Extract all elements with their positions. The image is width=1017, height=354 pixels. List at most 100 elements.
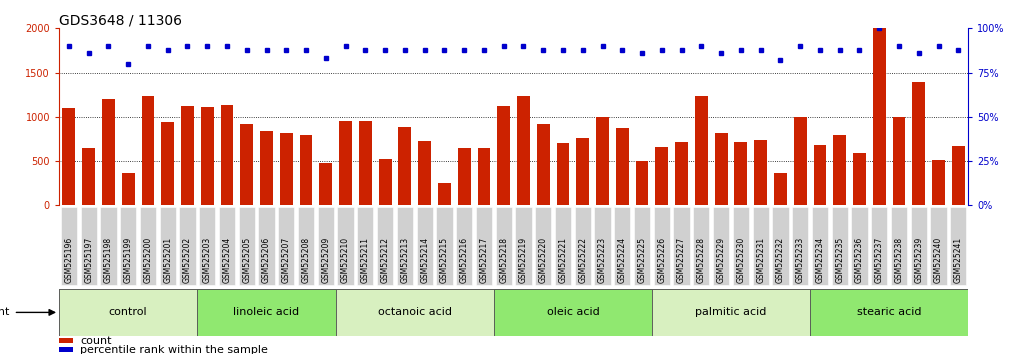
FancyBboxPatch shape [139, 207, 156, 285]
FancyBboxPatch shape [120, 207, 136, 285]
FancyBboxPatch shape [436, 207, 453, 285]
Bar [200, 107, 214, 205]
Text: GSM525214: GSM525214 [420, 237, 429, 284]
Text: GSM525221: GSM525221 [558, 238, 567, 284]
Text: GSM525238: GSM525238 [895, 237, 903, 284]
Text: GSM525203: GSM525203 [202, 237, 212, 284]
Text: oleic acid: oleic acid [546, 307, 599, 318]
FancyBboxPatch shape [733, 207, 749, 285]
Bar [197, 28, 336, 205]
Bar [912, 82, 925, 205]
FancyBboxPatch shape [317, 207, 334, 285]
Text: GSM525212: GSM525212 [380, 238, 390, 284]
Bar [336, 28, 494, 205]
Text: GSM525225: GSM525225 [638, 237, 647, 284]
FancyBboxPatch shape [891, 207, 907, 285]
Bar [378, 159, 392, 205]
FancyBboxPatch shape [652, 289, 811, 336]
Bar [240, 124, 253, 205]
Bar [556, 143, 570, 205]
Text: GSM525241: GSM525241 [954, 237, 963, 284]
Text: GSM525227: GSM525227 [677, 237, 686, 284]
Text: GSM525216: GSM525216 [460, 237, 469, 284]
FancyBboxPatch shape [812, 207, 828, 285]
Bar [438, 183, 451, 205]
Text: octanoic acid: octanoic acid [377, 307, 452, 318]
Bar [616, 129, 629, 205]
FancyBboxPatch shape [199, 207, 216, 285]
FancyBboxPatch shape [417, 207, 433, 285]
FancyBboxPatch shape [258, 207, 275, 285]
Text: GSM525222: GSM525222 [579, 238, 587, 284]
Bar [181, 106, 194, 205]
Bar [418, 141, 431, 205]
FancyBboxPatch shape [336, 289, 494, 336]
Text: GSM525230: GSM525230 [736, 237, 745, 284]
Bar [715, 133, 727, 205]
Text: GSM525224: GSM525224 [617, 237, 626, 284]
Bar [319, 163, 333, 205]
FancyBboxPatch shape [80, 207, 97, 285]
Bar [811, 28, 968, 205]
FancyBboxPatch shape [654, 207, 670, 285]
Text: GSM525219: GSM525219 [519, 237, 528, 284]
FancyBboxPatch shape [535, 207, 551, 285]
Text: GSM525204: GSM525204 [223, 237, 232, 284]
Bar [793, 117, 806, 205]
Text: agent: agent [0, 307, 9, 318]
Bar [478, 148, 490, 205]
Text: control: control [109, 307, 147, 318]
FancyBboxPatch shape [59, 289, 197, 336]
Bar [497, 106, 511, 205]
Text: GSM525236: GSM525236 [855, 237, 864, 284]
Text: GSM525209: GSM525209 [321, 237, 331, 284]
Bar [62, 108, 75, 205]
Bar [260, 131, 273, 205]
Text: linoleic acid: linoleic acid [234, 307, 300, 318]
FancyBboxPatch shape [338, 207, 354, 285]
Text: GSM525213: GSM525213 [401, 237, 410, 284]
Text: GSM525211: GSM525211 [361, 238, 370, 284]
Text: GSM525229: GSM525229 [717, 237, 725, 284]
Text: GSM525237: GSM525237 [875, 237, 884, 284]
FancyBboxPatch shape [555, 207, 572, 285]
Bar [359, 121, 372, 205]
FancyBboxPatch shape [713, 207, 729, 285]
FancyBboxPatch shape [397, 207, 413, 285]
Bar [814, 145, 827, 205]
FancyBboxPatch shape [811, 289, 968, 336]
Bar [537, 124, 549, 205]
FancyBboxPatch shape [694, 207, 710, 285]
Text: GSM525217: GSM525217 [479, 237, 488, 284]
Bar [952, 146, 965, 205]
Text: GSM525218: GSM525218 [499, 238, 508, 284]
Text: GSM525200: GSM525200 [143, 237, 153, 284]
Text: GSM525196: GSM525196 [64, 237, 73, 284]
Bar [122, 172, 134, 205]
Bar [755, 140, 767, 205]
Bar [399, 127, 411, 205]
FancyBboxPatch shape [160, 207, 176, 285]
Bar [774, 173, 787, 205]
Bar [517, 96, 530, 205]
Bar [675, 142, 689, 205]
FancyBboxPatch shape [298, 207, 314, 285]
Text: GSM525226: GSM525226 [657, 237, 666, 284]
Bar [655, 147, 668, 205]
FancyBboxPatch shape [357, 207, 373, 285]
Text: GSM525208: GSM525208 [302, 237, 310, 284]
Text: GSM525231: GSM525231 [757, 237, 765, 284]
FancyBboxPatch shape [476, 207, 492, 285]
FancyBboxPatch shape [753, 207, 769, 285]
FancyBboxPatch shape [792, 207, 809, 285]
Bar [893, 117, 905, 205]
Bar [695, 96, 708, 205]
FancyBboxPatch shape [772, 207, 788, 285]
Text: GSM525202: GSM525202 [183, 237, 192, 284]
FancyBboxPatch shape [456, 207, 472, 285]
Bar [494, 28, 652, 205]
Bar [280, 133, 293, 205]
Text: GSM525223: GSM525223 [598, 237, 607, 284]
Text: stearic acid: stearic acid [857, 307, 921, 318]
Text: GSM525205: GSM525205 [242, 237, 251, 284]
